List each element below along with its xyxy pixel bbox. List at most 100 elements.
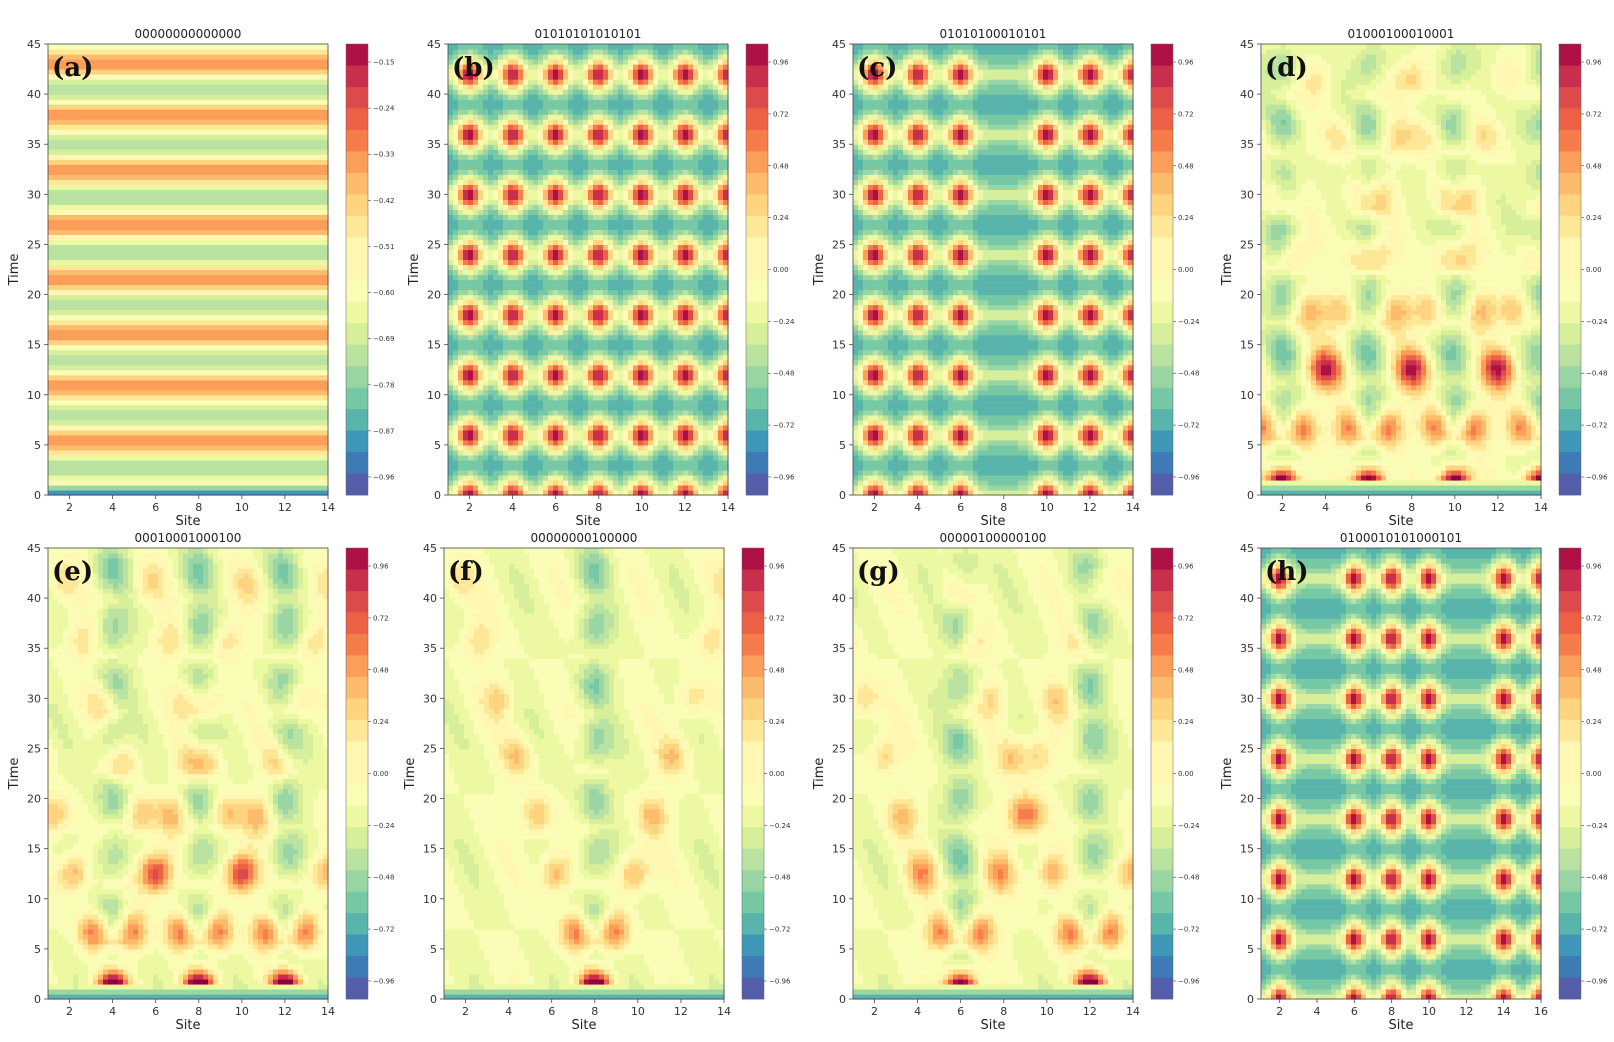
heatmap-cell <box>303 324 309 331</box>
heatmap-cell <box>153 489 159 496</box>
heatmap-cell <box>263 349 269 356</box>
heatmap-cell <box>303 89 309 95</box>
heatmap-cell <box>298 324 304 331</box>
heatmap-cell <box>143 99 149 105</box>
heatmap-cell <box>113 424 119 431</box>
heatmap-cell <box>213 399 219 406</box>
heatmap-cell <box>143 119 149 125</box>
heatmap-cell <box>78 184 84 190</box>
heatmap-cell <box>278 294 284 301</box>
heatmap-cell <box>173 84 179 90</box>
heatmap-cell <box>308 449 314 456</box>
heatmap-cell <box>258 214 264 220</box>
heatmap-cell <box>73 299 79 306</box>
heatmap-cell <box>58 289 64 296</box>
heatmap-cell <box>108 389 114 396</box>
heatmap-cell <box>83 359 89 366</box>
heatmap-cell <box>268 224 274 231</box>
heatmap-cell <box>123 74 129 80</box>
heatmap-cell <box>138 439 144 446</box>
heatmap-cell <box>78 284 84 291</box>
heatmap-cell <box>108 64 114 70</box>
heatmap-cell <box>188 339 194 346</box>
heatmap-cell <box>313 364 319 371</box>
heatmap-cell <box>223 264 229 271</box>
heatmap-cell <box>233 74 239 80</box>
heatmap-cell <box>213 324 219 331</box>
heatmap-cell <box>168 369 174 376</box>
heatmap-cell <box>73 434 79 441</box>
heatmap-cell <box>298 234 304 241</box>
heatmap-cell <box>88 459 94 466</box>
heatmap-cell <box>258 284 264 291</box>
heatmap-cell <box>108 459 114 466</box>
heatmap-cell <box>278 89 284 95</box>
heatmap-cell <box>93 359 99 366</box>
heatmap-cell <box>83 229 89 236</box>
heatmap-cell <box>298 454 304 461</box>
heatmap-cell <box>293 224 299 231</box>
heatmap-cell <box>148 149 154 155</box>
heatmap-cell <box>213 169 219 175</box>
heatmap-cell <box>233 184 239 190</box>
heatmap-cell <box>308 309 314 316</box>
heatmap-cell <box>243 449 249 456</box>
heatmap-cell <box>298 434 304 441</box>
heatmap-cell <box>88 74 94 80</box>
heatmap-cell <box>263 389 269 396</box>
heatmap-cell <box>98 399 104 406</box>
heatmap-cell <box>248 449 254 456</box>
heatmap-cell <box>248 54 254 60</box>
heatmap-cell <box>218 159 224 165</box>
heatmap-cell <box>93 259 99 266</box>
heatmap-cell <box>263 129 269 135</box>
heatmap-cell <box>198 169 204 175</box>
heatmap-cell <box>78 134 84 140</box>
heatmap-cell <box>163 489 169 496</box>
heatmap-cell <box>293 59 299 65</box>
heatmap-cell <box>228 229 234 236</box>
heatmap-cell <box>258 69 264 75</box>
heatmap-cell <box>258 179 264 185</box>
heatmap-cell <box>198 59 204 65</box>
heatmap-cell <box>63 289 69 296</box>
heatmap-cell <box>318 279 324 286</box>
heatmap-cell <box>293 69 299 75</box>
heatmap-cell <box>263 304 269 311</box>
heatmap-cell <box>123 259 129 266</box>
heatmap-cell <box>138 454 144 461</box>
heatmap-cell <box>233 489 239 496</box>
heatmap-cell <box>213 239 219 246</box>
heatmap-cell <box>118 374 124 381</box>
heatmap-cell <box>148 309 154 316</box>
heatmap-cell <box>273 364 279 371</box>
heatmap-cell <box>78 309 84 316</box>
heatmap-cell <box>308 54 314 60</box>
heatmap-cell <box>58 389 64 396</box>
heatmap-cell <box>63 474 69 481</box>
heatmap-cell <box>178 409 184 416</box>
heatmap-cell <box>158 299 164 306</box>
heatmap-cell <box>73 214 79 220</box>
heatmap-cell <box>78 379 84 386</box>
heatmap-cell <box>238 279 244 286</box>
heatmap-cell <box>283 224 289 231</box>
heatmap-cell <box>258 59 264 65</box>
heatmap-cell <box>168 149 174 155</box>
heatmap-cell <box>258 354 264 361</box>
heatmap-cell <box>68 219 74 225</box>
heatmap-cell <box>68 304 74 311</box>
heatmap-cell <box>143 389 149 396</box>
heatmap-cell <box>118 54 124 60</box>
heatmap-cell <box>163 174 169 180</box>
heatmap-cell <box>193 464 199 471</box>
heatmap-cell <box>158 289 164 296</box>
heatmap-cell <box>198 479 204 486</box>
heatmap-cell <box>183 379 189 386</box>
heatmap-cell <box>48 484 54 491</box>
heatmap-cell <box>213 159 219 165</box>
heatmap-cell <box>233 344 239 351</box>
heatmap-cell <box>298 44 304 50</box>
heatmap-cell <box>298 359 304 366</box>
heatmap-cell <box>58 249 64 256</box>
